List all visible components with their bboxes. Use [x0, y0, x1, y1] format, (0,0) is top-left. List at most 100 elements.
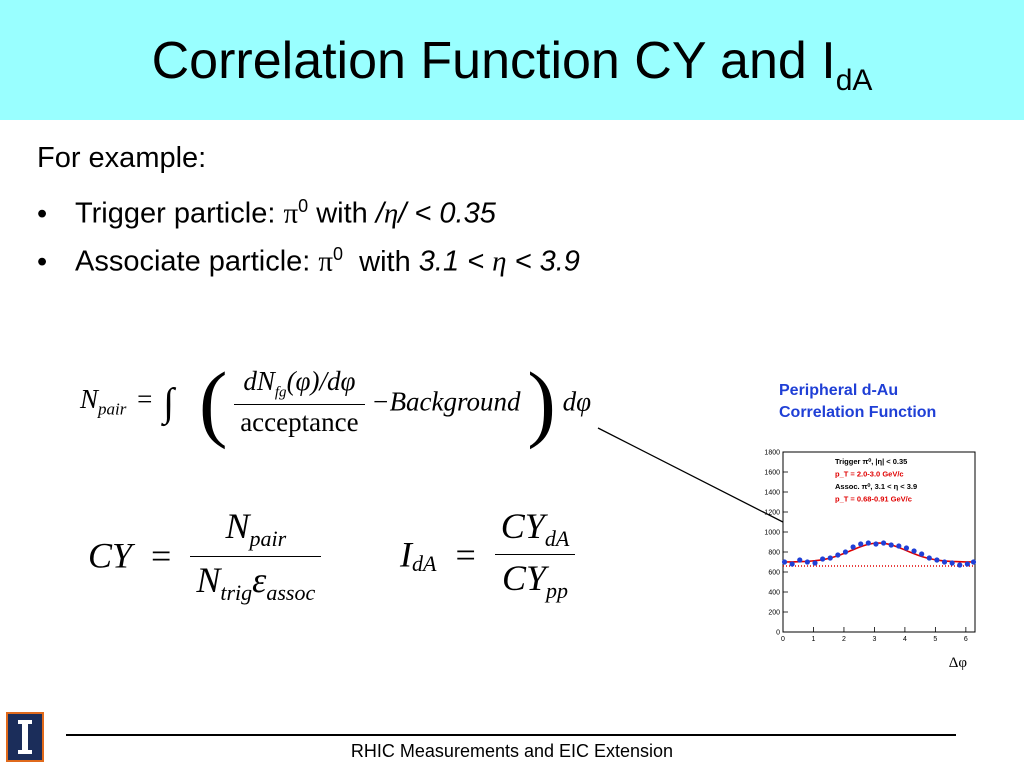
- x-tick-label: 5: [933, 636, 937, 643]
- dphi-symbol: dφ: [562, 386, 592, 417]
- plot-frame: [782, 451, 976, 633]
- npair-equation: Npair = ∫ ( dNfg(φ)/dφ acceptance −Backg…: [80, 352, 591, 452]
- bullet-associate: • Associate particle: π0 with 3.1 < η < 3…: [37, 234, 580, 282]
- data-point: [865, 540, 871, 546]
- data-point: [835, 552, 841, 558]
- ida-den-symbol: CY: [501, 558, 547, 599]
- legend-entry: Trigger π⁰, |η| < 0.35: [835, 457, 907, 466]
- particle-symbol: π: [318, 245, 334, 278]
- paren-left: (: [198, 354, 228, 450]
- correlation-chart: 0 200 400 600 800 1000 1200 1400 1600 1800 0 1 2 3 4 5 6…: [764, 450, 977, 671]
- footer-text: RHIC Measurements and EIC Extension: [350, 741, 674, 761]
- data-point: [888, 542, 894, 548]
- cond-a: 3.1 <: [418, 245, 493, 278]
- y-tick-label: 1200: [764, 510, 780, 517]
- ida-den-sub: pp: [546, 578, 569, 604]
- title-bar: [0, 0, 1024, 120]
- x-tick-label: 0: [781, 636, 785, 643]
- logo-i-icon: [18, 720, 32, 754]
- data-point: [896, 543, 902, 549]
- data-point: [903, 545, 910, 551]
- cy-fraction: Npair Ntrigεassoc: [190, 505, 322, 606]
- y-tick-label: 800: [768, 550, 780, 557]
- npair-symbol: N: [80, 384, 99, 415]
- data-point: [873, 541, 879, 547]
- data-point: [964, 561, 970, 567]
- data-point: [926, 555, 932, 561]
- dn-fraction: dNfg(φ)/dφ acceptance: [234, 366, 365, 437]
- x-tick-label: 2: [842, 636, 846, 643]
- y-tick-label: 1600: [764, 470, 780, 477]
- data-point: [957, 562, 963, 568]
- bullet-dot: •: [37, 197, 48, 230]
- bullet-trigger: • Trigger particle: π0 with /η/ < 0.35: [37, 186, 580, 234]
- x-tick-label: 1: [812, 636, 816, 643]
- data-point: [827, 555, 833, 561]
- cy-numerator: Npair: [190, 505, 322, 558]
- ida-numerator: CYdA: [494, 505, 576, 556]
- data-point: [880, 540, 887, 546]
- dn-rest: (φ)/dφ: [286, 366, 356, 397]
- dn-sub: fg: [274, 384, 287, 401]
- ida-num-sub: dA: [544, 526, 570, 552]
- data-point: [934, 557, 940, 563]
- data-point: [970, 559, 977, 565]
- integral-sign: ∫: [163, 379, 175, 425]
- data-point: [804, 559, 810, 565]
- cy-symbol: CY: [88, 535, 133, 576]
- acceptance-denominator: acceptance: [240, 406, 359, 437]
- x-tick-label: 6: [964, 636, 968, 643]
- particle-symbol: π: [283, 197, 299, 230]
- dn-numerator: dNfg(φ)/dφ: [234, 366, 365, 405]
- epsilon-symbol: ε: [252, 560, 267, 601]
- legend-entry: p_T = 0.68-0.91 GeV/c: [835, 495, 912, 504]
- y-tick-label: 1000: [764, 530, 780, 537]
- cy-equation: CY = Npair Ntrigεassoc: [88, 505, 322, 606]
- ida-denominator: CYpp: [495, 555, 576, 604]
- x-tick-label: 3: [872, 636, 876, 643]
- y-tick-label: 600: [768, 570, 780, 577]
- data-point: [812, 560, 818, 566]
- legend-entry: p_T = 2.0-3.0 GeV/c: [835, 470, 904, 479]
- cond-b: < 3.9: [506, 245, 580, 278]
- eta-symbol: η: [492, 245, 507, 278]
- ida-symbol: I: [400, 534, 412, 575]
- footer-divider: [66, 734, 956, 736]
- data-point: [781, 559, 788, 565]
- cy-num-sub: pair: [249, 526, 287, 552]
- ida-fraction: CYdA CYpp: [494, 505, 576, 604]
- data-point: [949, 560, 955, 566]
- slide-title: Correlation Function CY and IdA: [0, 30, 1024, 112]
- title-subscript: dA: [835, 64, 873, 97]
- cy-den-sub1: trig: [220, 580, 253, 606]
- y-tick-label: 200: [768, 610, 780, 617]
- intro-line: For example:: [37, 142, 207, 174]
- data-point: [911, 548, 917, 554]
- data-point: [919, 551, 925, 557]
- equals-sign: =: [455, 534, 476, 575]
- cy-den-sub2: assoc: [266, 580, 316, 606]
- legend-entry: Assoc. π⁰, 3.1 < η < 3.9: [835, 482, 917, 491]
- x-axis-label: Δφ: [949, 655, 968, 671]
- data-point: [797, 557, 803, 563]
- data-point: [820, 556, 826, 562]
- data-point: [850, 544, 856, 550]
- ida-sub: dA: [412, 551, 437, 577]
- bullet-label: Trigger particle:: [75, 197, 276, 230]
- y-tick-label: 1400: [764, 490, 780, 497]
- equals-sign: =: [137, 384, 153, 415]
- cy-den-symbol: N: [196, 560, 221, 601]
- particle-sup: 0: [298, 196, 309, 216]
- cond-a: /: [375, 197, 384, 230]
- chart-title: Peripheral d-Au Correlation Function: [779, 382, 937, 421]
- cy-num-symbol: N: [225, 506, 250, 546]
- with-word: with: [316, 197, 368, 230]
- bullet-dot: •: [37, 245, 48, 278]
- cy-denominator: Ntrigεassoc: [190, 557, 321, 606]
- x-tick-label: 4: [903, 636, 907, 643]
- bullet-label: Associate particle:: [75, 245, 311, 278]
- y-tick-label: 1800: [764, 450, 780, 457]
- cond-b: / < 0.35: [398, 197, 496, 230]
- npair-sub: pair: [98, 399, 127, 419]
- data-point: [941, 559, 948, 565]
